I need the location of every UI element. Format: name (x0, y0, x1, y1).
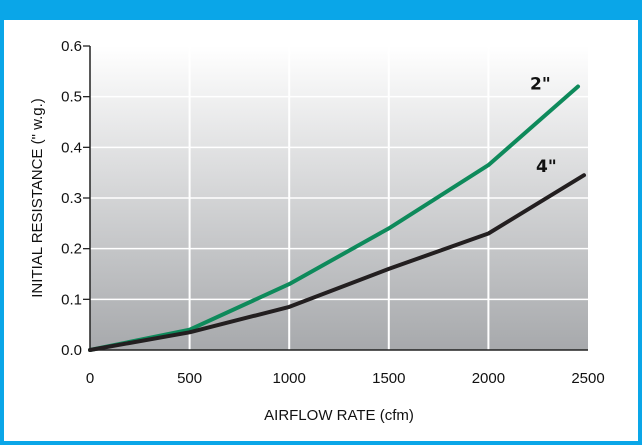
y-tick-label: 0.4 (61, 139, 82, 156)
x-tick-label: 500 (177, 370, 202, 387)
x-tick-label: 1500 (372, 370, 405, 387)
tick-labels: 0 500 1000 1500 2000 2500 0.0 0.1 0.2 0.3 0.4 0.5 0.… (61, 38, 605, 387)
y-tick-label: 0.2 (61, 241, 82, 258)
y-tick-label: 0.6 (61, 38, 82, 55)
series-label-2-inch: 2" (530, 75, 551, 95)
series-label-4-inch: 4" (536, 157, 557, 177)
y-tick-label: 0.0 (61, 342, 82, 359)
x-tick-label: 2500 (571, 370, 604, 387)
axes (83, 45, 588, 351)
series-line-1 (88, 173, 586, 352)
x-tick-label: 0 (86, 370, 94, 387)
y-tick-label: 0.3 (61, 190, 82, 207)
x-tick-label: 1000 (273, 370, 306, 387)
y-axis-title: INITIAL RESISTANCE (" w.g.) (29, 98, 46, 298)
x-axis-title: AIRFLOW RATE (cfm) (264, 407, 414, 424)
x-tick-label: 2000 (472, 370, 505, 387)
y-tick-label: 0.1 (61, 291, 82, 308)
grid-lines (90, 45, 588, 350)
y-tick-label: 0.5 (61, 89, 82, 106)
series-line-0 (88, 84, 580, 352)
series-lines (88, 84, 586, 352)
